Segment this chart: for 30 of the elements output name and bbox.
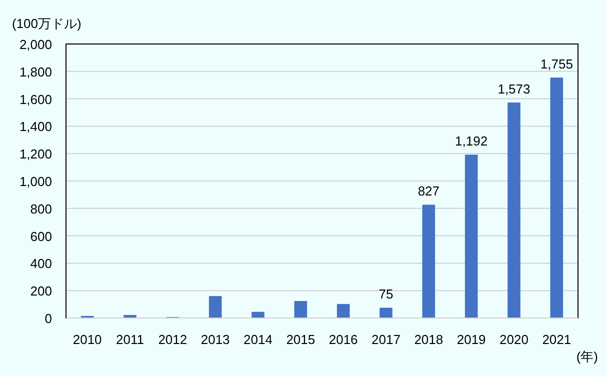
x-tick-label: 2021 [542,332,572,347]
data-label: 1,192 [455,134,488,149]
x-tick-label: 2010 [72,332,102,347]
y-axis-title: (100万ドル) [12,16,82,31]
x-tick-label: 2020 [500,332,528,347]
x-tick-label: 2018 [414,332,444,347]
y-tick-label: 600 [30,228,52,244]
data-label: 75 [378,286,394,302]
x-tick-label: 2013 [200,332,230,347]
x-axis-title: (年) [576,349,598,364]
y-tick-label: 0 [44,311,52,326]
y-tick-label: 200 [30,284,52,299]
y-tick-label: 2,000 [19,37,52,52]
y-tick-label: 1,400 [19,119,52,134]
x-tick-label: 2012 [158,332,188,347]
y-tick-label: 400 [30,256,52,272]
x-tick-label: 2014 [244,332,272,347]
y-tick-label: 1,200 [19,146,52,162]
y-tick-label: 800 [30,201,52,216]
x-tick-label: 2017 [372,332,400,347]
x-tick-label: 2015 [286,332,316,347]
x-tick-label: 2016 [328,332,358,347]
data-label: 1,573 [498,82,530,96]
x-tick-label: 2011 [116,332,144,347]
y-tick-label: 1,600 [19,92,52,107]
y-tick-label: 1,800 [19,64,52,80]
x-tick-label: 2019 [456,332,486,347]
data-label: 1,755 [540,56,573,72]
data-label: 827 [418,184,440,199]
y-tick-label: 1,000 [19,174,52,189]
